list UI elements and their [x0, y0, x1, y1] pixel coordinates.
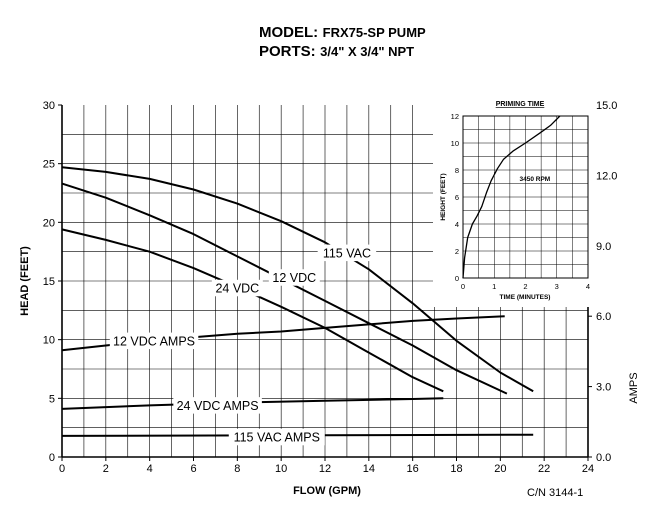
y-tick-label: 0 — [49, 452, 55, 464]
inset-rpm-annotation: 3450 RPM — [520, 176, 551, 183]
curve-label-12-vdc: 12 VDC — [272, 271, 316, 285]
curve-label-bg — [317, 244, 377, 262]
x-tick-label: 6 — [190, 463, 196, 475]
inset-x-axis-label: TIME (MINUTES) — [500, 294, 551, 301]
model-line: MODEL: FRX75-SP PUMP — [259, 24, 426, 42]
inset-background — [433, 97, 594, 307]
inset-x-tick-label: 1 — [492, 282, 496, 291]
curve-label-24-vdc-amps: 24 VDC AMPS — [177, 399, 259, 413]
inset-y-tick-label: 4 — [455, 220, 459, 229]
inset-y-tick-label: 12 — [451, 112, 459, 121]
y2-tick-label: 12.0 — [596, 170, 617, 182]
y2-tick-label: 0.0 — [596, 452, 611, 464]
curve-label-bg — [211, 279, 263, 297]
y2-tick-label: 9.0 — [596, 241, 611, 253]
x-tick-label: 2 — [103, 463, 109, 475]
ports-value: 3/4" X 3/4" NPT — [320, 44, 415, 59]
inset-y-axis-label: HEIGHT (FEET) — [440, 173, 447, 220]
x-tick-label: 24 — [582, 463, 594, 475]
x-tick-label: 18 — [450, 463, 462, 475]
inset-series-line — [462, 115, 561, 279]
inset-y-tick-label: 2 — [455, 247, 459, 256]
y-axis-label: HEAD (FEET) — [19, 246, 31, 316]
y2-tick-label: 3.0 — [596, 382, 611, 394]
x-tick-label: 12 — [319, 463, 331, 475]
inset-x-tick-label: 0 — [461, 282, 465, 291]
x-tick-label: 20 — [494, 463, 506, 475]
y-tick-label: 30 — [43, 100, 55, 112]
inset-title: PRIMING TIME — [496, 101, 545, 108]
x-axis-label: FLOW (GPM) — [293, 485, 361, 497]
y2-tick-label: 6.0 — [596, 311, 611, 323]
y-tick-label: 5 — [49, 393, 55, 405]
curve-label-bg — [228, 428, 325, 446]
inset-x-tick-label: 2 — [523, 282, 527, 291]
series-line-24-vdc-amps — [61, 397, 444, 410]
y2-axis-label: AMPS — [628, 372, 640, 403]
curve-label-bg — [173, 397, 262, 414]
curve-label-bg — [109, 332, 199, 350]
series-line-24-vdc — [61, 228, 444, 393]
model-label: MODEL: — [259, 24, 319, 41]
x-tick-label: 8 — [234, 463, 240, 475]
inset-x-tick-label: 4 — [586, 282, 590, 291]
inset-frame — [462, 115, 589, 279]
x-tick-label: 14 — [363, 463, 375, 475]
y-tick-label: 25 — [43, 159, 55, 171]
ports-line: PORTS: 3/4" X 3/4" NPT — [259, 43, 414, 61]
ports-label: PORTS: — [259, 43, 316, 60]
curve-label-24-vdc: 24 VDC — [215, 282, 259, 296]
inset-y-tick-label: 8 — [455, 166, 459, 175]
series-line-115-vac — [61, 166, 534, 393]
x-tick-label: 10 — [275, 463, 287, 475]
curve-label-bg — [268, 269, 320, 286]
inset-y-tick-label: 10 — [451, 139, 459, 148]
y2-tick-label: 15.0 — [596, 100, 617, 112]
curve-label-115-vac-amps: 115 VAC AMPS — [234, 431, 320, 445]
curve-label-115-vac: 115 VAC — [323, 246, 371, 260]
x-tick-label: 4 — [147, 463, 153, 475]
x-tick-label: 0 — [59, 463, 65, 475]
y-tick-label: 10 — [43, 335, 55, 347]
inset-x-tick-label: 3 — [555, 282, 559, 291]
curve-label-12-vdc-amps: 12 VDC AMPS — [113, 334, 195, 348]
x-tick-label: 22 — [538, 463, 550, 475]
y-tick-label: 20 — [43, 217, 55, 229]
model-value: FRX75-SP PUMP — [322, 25, 426, 40]
y-tick-label: 15 — [43, 276, 55, 288]
inset-y-tick-label: 6 — [455, 193, 459, 202]
x-tick-label: 16 — [407, 463, 419, 475]
inset-y-tick-label: 0 — [455, 274, 459, 283]
catalog-number: C/N 3144-1 — [527, 487, 584, 499]
